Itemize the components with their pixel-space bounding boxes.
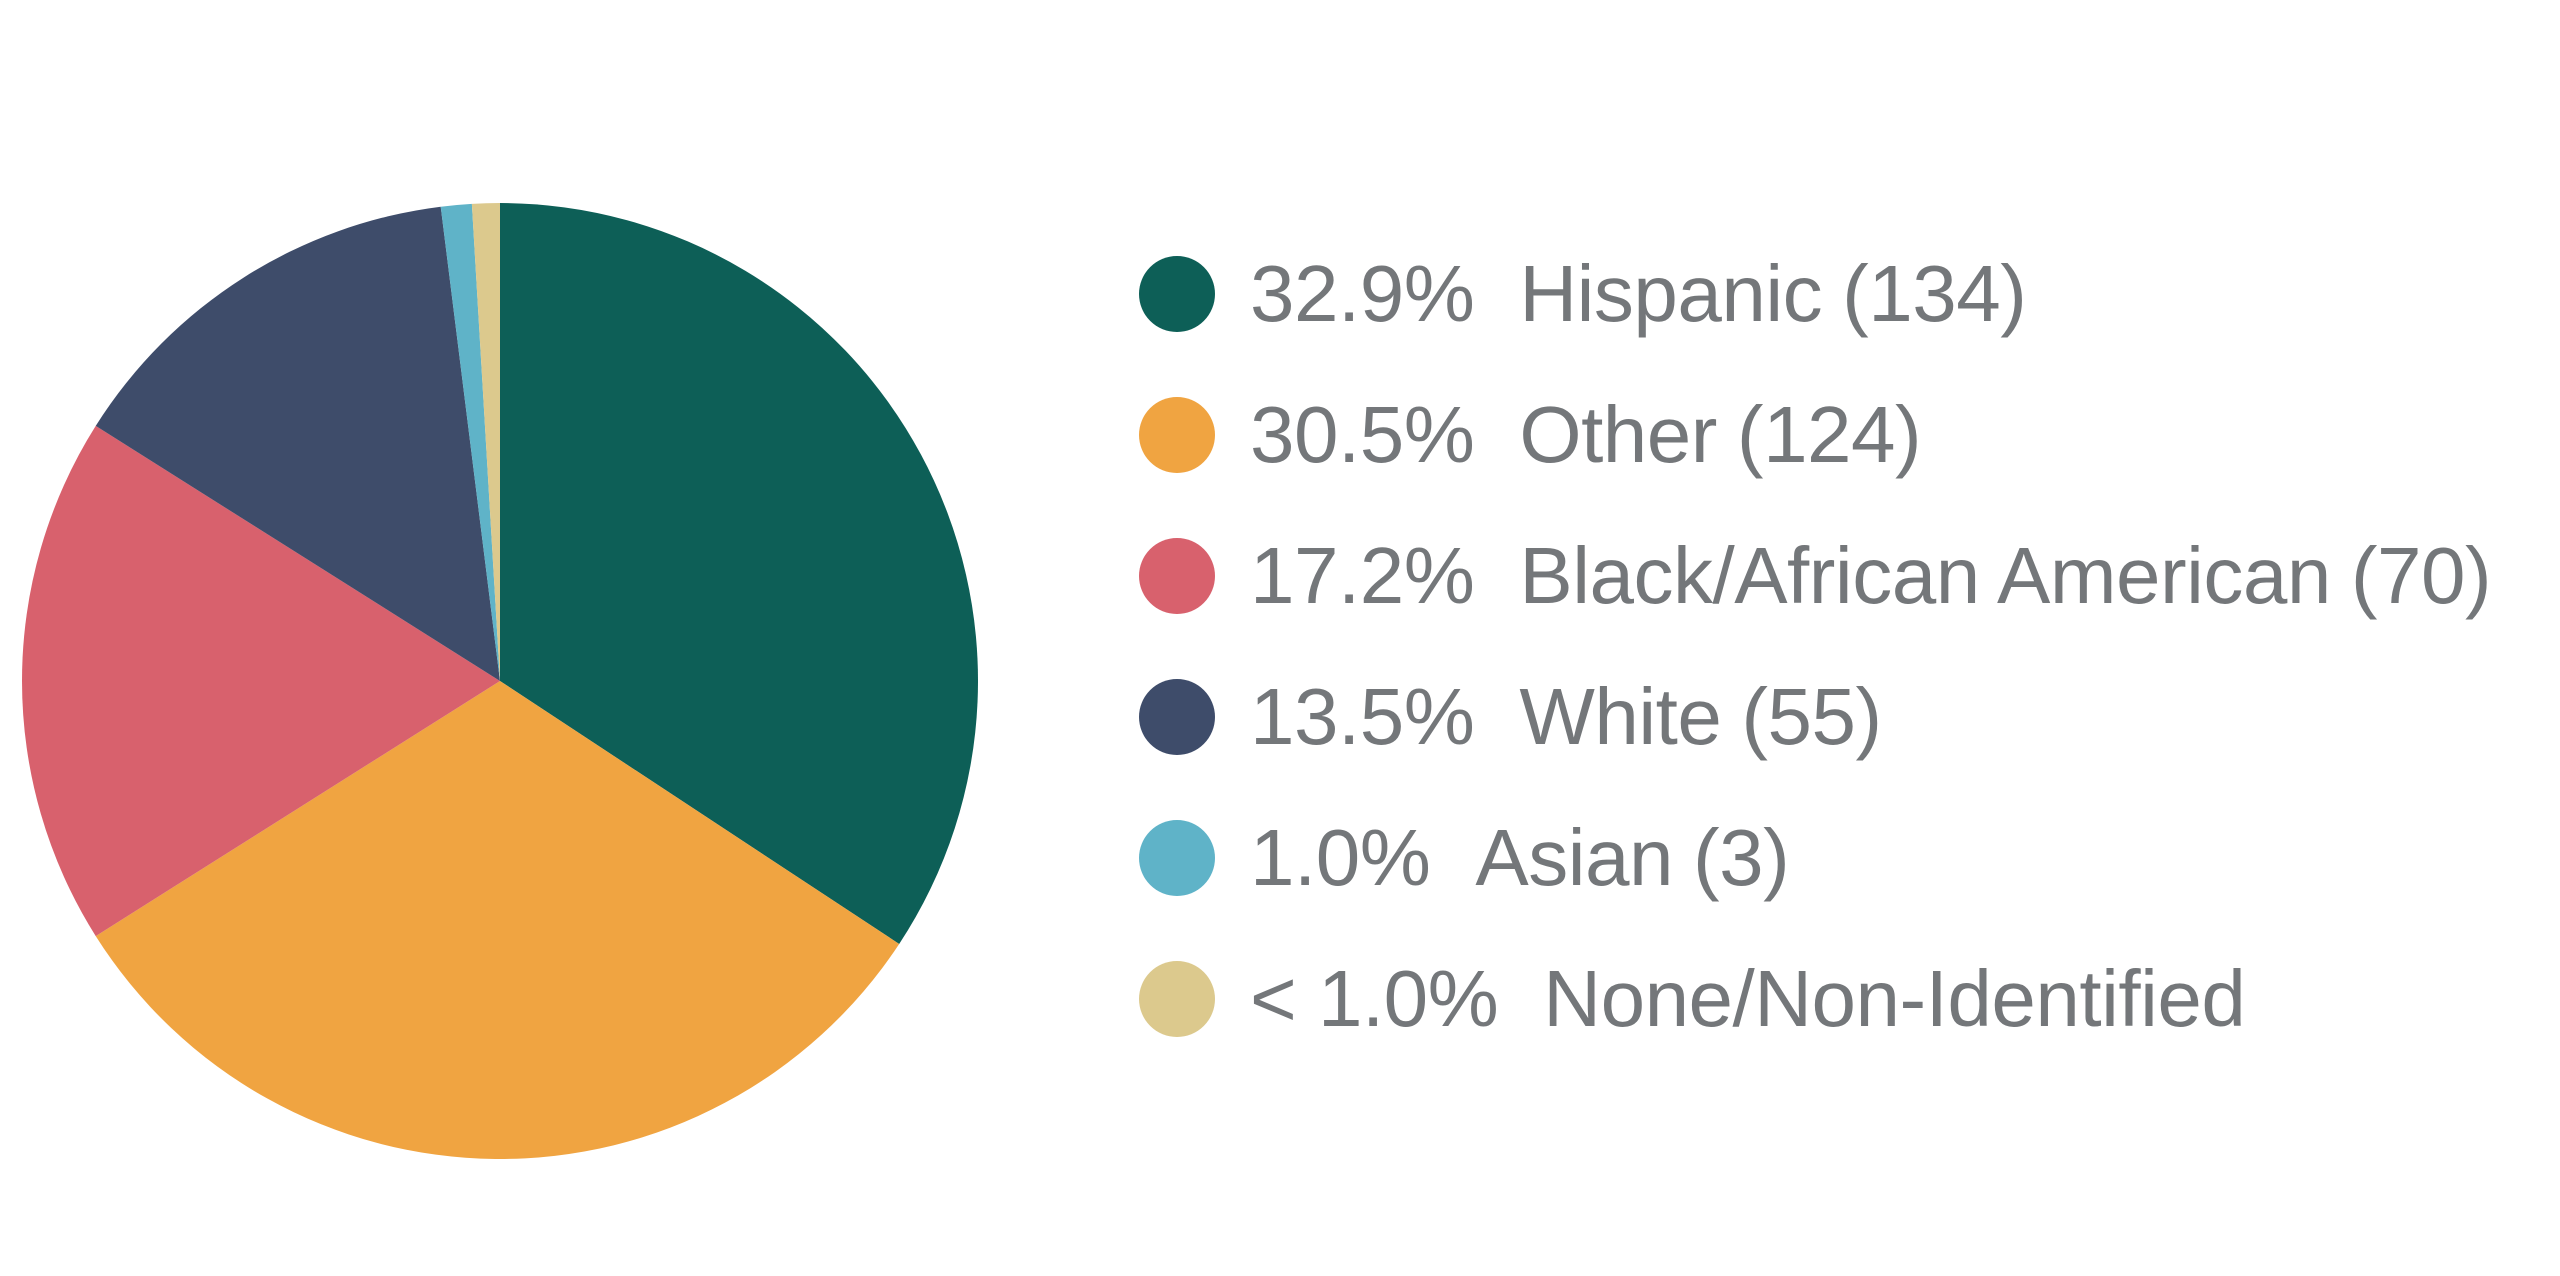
legend-percent: 32.9% — [1250, 249, 1475, 338]
legend-count: (124) — [1736, 390, 1922, 479]
legend-item-other[interactable]: 30.5% Other (124) — [1139, 395, 2491, 475]
legend-percent: < 1.0% — [1250, 954, 1499, 1043]
legend-percent: 1.0% — [1250, 813, 1431, 902]
pie-slice-asian[interactable] — [440, 203, 500, 681]
legend-label: None/Non-Identified — [1543, 954, 2246, 1043]
legend-swatch-black-african-american — [1139, 538, 1215, 614]
legend-percent: 30.5% — [1250, 390, 1475, 479]
legend-item-asian[interactable]: 1.0% Asian (3) — [1139, 818, 2491, 898]
legend-swatch-none-non-identified — [1139, 961, 1215, 1037]
pie-slice-black-african-american[interactable] — [22, 425, 500, 937]
legend-count: (3) — [1692, 813, 1790, 902]
legend-label: White — [1519, 672, 1722, 761]
legend-item-white[interactable]: 13.5% White (55) — [1139, 677, 2491, 757]
pie-slice-none-non-identified[interactable] — [471, 203, 500, 681]
legend-count: (70) — [2350, 531, 2492, 620]
legend-label: Black/African American — [1519, 531, 2331, 620]
legend-item-hispanic[interactable]: 32.9% Hispanic (134) — [1139, 254, 2491, 334]
legend: 32.9% Hispanic (134) 30.5% Other (124) 17.2% Bl… — [1139, 254, 2492, 1039]
legend-swatch-white — [1139, 679, 1215, 755]
pie-slice-white[interactable] — [95, 206, 500, 681]
legend-percent: 13.5% — [1250, 672, 1475, 761]
legend-count: (55) — [1741, 672, 1882, 761]
legend-swatch-hispanic — [1139, 256, 1215, 332]
pie-slice-hispanic[interactable] — [500, 203, 978, 944]
legend-item-none-non-identified[interactable]: < 1.0% None/Non-Identified — [1139, 959, 2491, 1039]
legend-label: Hispanic — [1519, 249, 1823, 338]
legend-swatch-other — [1139, 397, 1215, 473]
pie-slice-other[interactable] — [95, 681, 900, 1159]
pie-chart — [22, 203, 978, 1159]
legend-swatch-asian — [1139, 820, 1215, 896]
legend-count: (134) — [1842, 249, 2027, 338]
legend-label: Asian — [1475, 813, 1673, 902]
legend-item-black-african-american[interactable]: 17.2% Black/African American (70) — [1139, 531, 2492, 620]
legend-percent: 17.2% — [1250, 531, 1475, 620]
legend-label: Other — [1519, 390, 1717, 479]
